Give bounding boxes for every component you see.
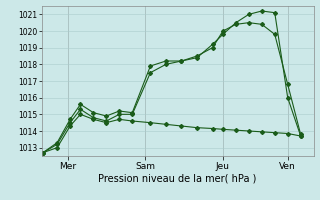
X-axis label: Pression niveau de la mer( hPa ): Pression niveau de la mer( hPa ) [99,173,257,183]
